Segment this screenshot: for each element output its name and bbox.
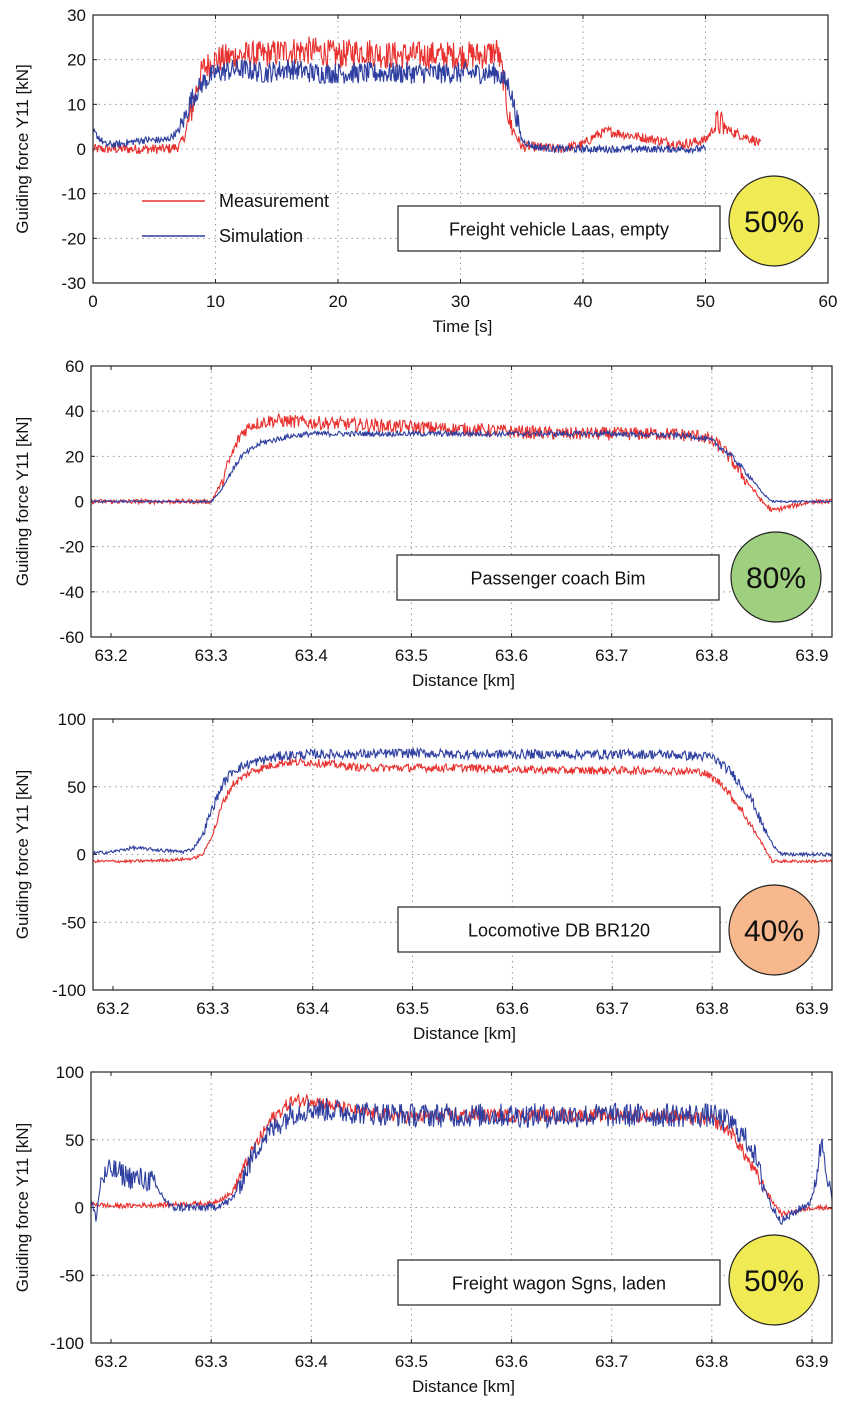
- chart-panel-3: 63.2 63.3 63.4 63.5 63.6 63.7 63.8 63.9 100 50 0 -5…: [13, 710, 833, 1043]
- x-tick-label: 63.6: [495, 1352, 528, 1371]
- x-tick-label: 63.7: [595, 1352, 628, 1371]
- series-line-measurement: [93, 758, 832, 865]
- y-tick-label: -60: [59, 628, 84, 647]
- plot-frame: [92, 14, 829, 284]
- y-tick-label: 50: [65, 1131, 84, 1150]
- x-tick-label: 63.3: [195, 1352, 228, 1371]
- rating-text: 80%: [746, 562, 806, 595]
- y-tick-label: 10: [67, 95, 86, 114]
- y-tick-label: 30: [67, 6, 86, 25]
- y-tick-label: 20: [65, 447, 84, 466]
- y-tick-label: -40: [59, 583, 84, 602]
- x-tick-label: 63.5: [396, 999, 429, 1018]
- x-tick-label: 63.7: [596, 999, 629, 1018]
- series-line-simulation: [91, 1097, 832, 1226]
- x-tick-label: 63.8: [696, 999, 729, 1018]
- y-tick-label: 0: [77, 140, 86, 159]
- plot-frame: [90, 365, 833, 638]
- y-axis-label: Guiding force Y11 [kN]: [13, 64, 32, 233]
- rating-badge: [728, 175, 820, 267]
- rating-text: 50%: [744, 1265, 804, 1298]
- x-tick-label: 63.7: [595, 646, 628, 665]
- chart-panel-1: 0 10 20 30 40 50 60 30 20 10 0 -10 -20 -30 Time [s] Gui…: [13, 6, 837, 336]
- rating-text: 50%: [744, 206, 804, 239]
- x-tick-label: 63.8: [695, 1352, 728, 1371]
- annotation-text: Freight wagon Sgns, laden: [452, 1274, 666, 1294]
- x-tick-label: 63.9: [795, 1352, 828, 1371]
- annotation-box: [397, 906, 721, 953]
- x-tick-label: 50: [696, 292, 715, 311]
- x-tick-label: 30: [451, 292, 470, 311]
- y-tick-label: 100: [56, 1063, 84, 1082]
- y-tick-label: 40: [65, 402, 84, 421]
- series-line-simulation: [91, 429, 832, 504]
- x-tick-label: 63.9: [795, 999, 828, 1018]
- rating-badge: [728, 884, 820, 976]
- x-axis-label: Distance [km]: [412, 671, 515, 690]
- y-tick-label: 0: [75, 493, 84, 512]
- x-tick-label: 63.4: [296, 999, 329, 1018]
- rating-badge: [730, 531, 822, 623]
- x-tick-label: 63.4: [295, 1352, 328, 1371]
- x-tick-label: 63.6: [496, 999, 529, 1018]
- y-axis-label: Guiding force Y11 [kN]: [13, 770, 32, 939]
- y-axis-label: Guiding force Y11 [kN]: [13, 417, 32, 586]
- x-tick-label: 20: [329, 292, 348, 311]
- plot-frame: [92, 718, 833, 991]
- x-tick-label: 63.2: [94, 646, 127, 665]
- x-tick-label: 63.9: [795, 646, 828, 665]
- y-tick-label: -100: [52, 981, 86, 1000]
- x-tick-label: 63.5: [395, 1352, 428, 1371]
- plot-frame: [90, 1071, 833, 1344]
- x-tick-label: 40: [574, 292, 593, 311]
- x-tick-label: 63.3: [196, 999, 229, 1018]
- y-tick-label: -20: [61, 229, 86, 248]
- chart-panel-2: 63.2 63.3 63.4 63.5 63.6 63.7 63.8 63.9 60 40 20 0 -…: [13, 357, 833, 690]
- legend-label-simulation: Simulation: [219, 226, 303, 246]
- y-tick-label: -20: [59, 538, 84, 557]
- legend-label-measurement: Measurement: [219, 191, 329, 211]
- y-tick-label: -50: [61, 913, 86, 932]
- x-tick-label: 63.5: [395, 646, 428, 665]
- y-tick-label: 20: [67, 51, 86, 70]
- series-line-measurement: [93, 36, 762, 155]
- annotation-text: Freight vehicle Laas, empty: [449, 220, 669, 240]
- x-tick-label: 0: [88, 292, 97, 311]
- x-tick-label: 63.4: [295, 646, 328, 665]
- rating-text: 40%: [744, 915, 804, 948]
- x-axis-label: Distance [km]: [413, 1024, 516, 1043]
- rating-badge: [728, 1234, 820, 1326]
- x-tick-label: 63.6: [495, 646, 528, 665]
- x-tick-label: 63.3: [195, 646, 228, 665]
- chart-panel-4: 63.2 63.3 63.4 63.5 63.6 63.7 63.8 63.9 100 50 0 -5…: [13, 1063, 833, 1396]
- y-tick-label: 0: [75, 1199, 84, 1218]
- series-line-simulation: [93, 746, 832, 858]
- annotation-text: Passenger coach Bim: [470, 569, 645, 589]
- series-line-measurement: [91, 412, 832, 514]
- y-tick-label: 50: [67, 778, 86, 797]
- y-tick-label: -30: [61, 274, 86, 293]
- y-tick-label: 0: [77, 846, 86, 865]
- y-tick-label: 100: [58, 710, 86, 729]
- x-axis-label: Time [s]: [433, 317, 493, 336]
- annotation-box: [397, 1259, 721, 1306]
- x-tick-label: 60: [819, 292, 838, 311]
- x-tick-label: 63.2: [94, 1352, 127, 1371]
- y-tick-label: -50: [59, 1266, 84, 1285]
- x-tick-label: 63.2: [96, 999, 129, 1018]
- x-tick-label: 10: [206, 292, 225, 311]
- annotation-box: [397, 205, 721, 252]
- series-line-simulation: [93, 59, 707, 155]
- y-tick-label: 60: [65, 357, 84, 376]
- annotation-text: Locomotive DB BR120: [468, 921, 650, 941]
- x-tick-label: 63.8: [695, 646, 728, 665]
- x-axis-label: Distance [km]: [412, 1377, 515, 1396]
- annotation-box: [396, 554, 720, 601]
- y-axis-label: Guiding force Y11 [kN]: [13, 1123, 32, 1292]
- y-tick-label: -10: [61, 185, 86, 204]
- y-tick-label: -100: [50, 1334, 84, 1353]
